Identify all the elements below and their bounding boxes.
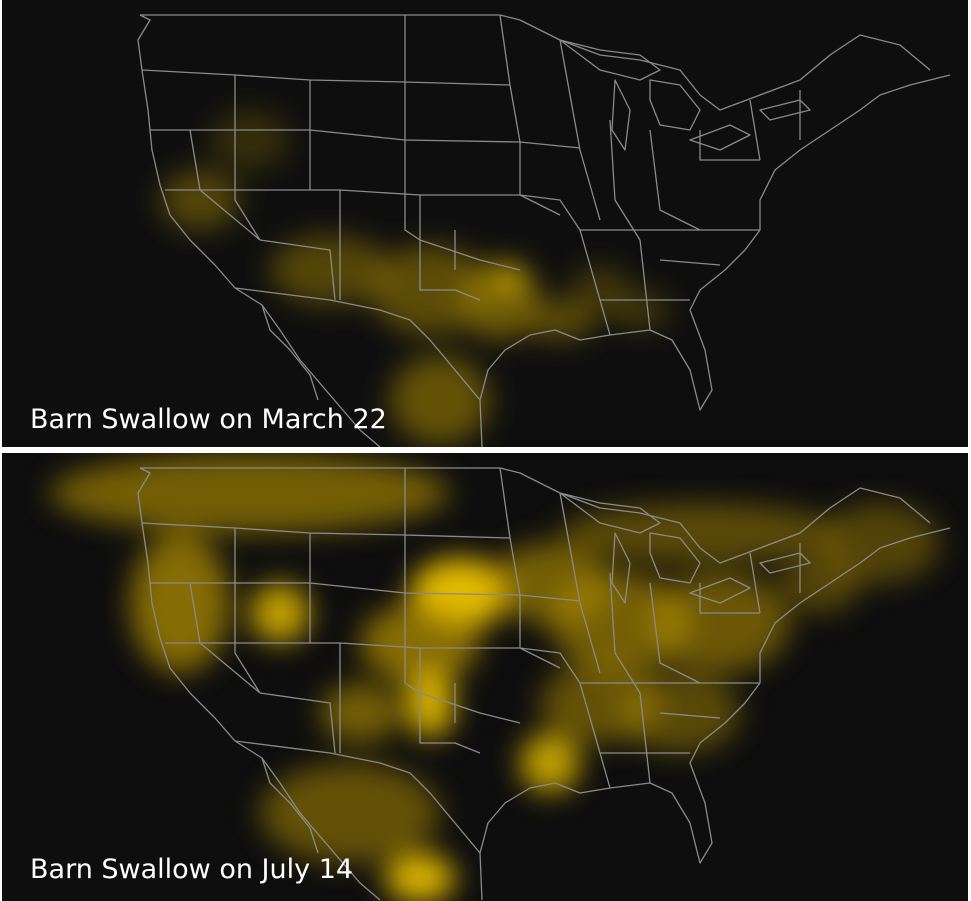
map-caption: Barn Swallow on March 22 xyxy=(30,404,387,435)
map-caption: Barn Swallow on July 14 xyxy=(30,854,353,885)
map-panel: Barn Swallow on March 22 xyxy=(2,0,968,447)
map-panel: Barn Swallow on July 14 xyxy=(2,453,968,901)
